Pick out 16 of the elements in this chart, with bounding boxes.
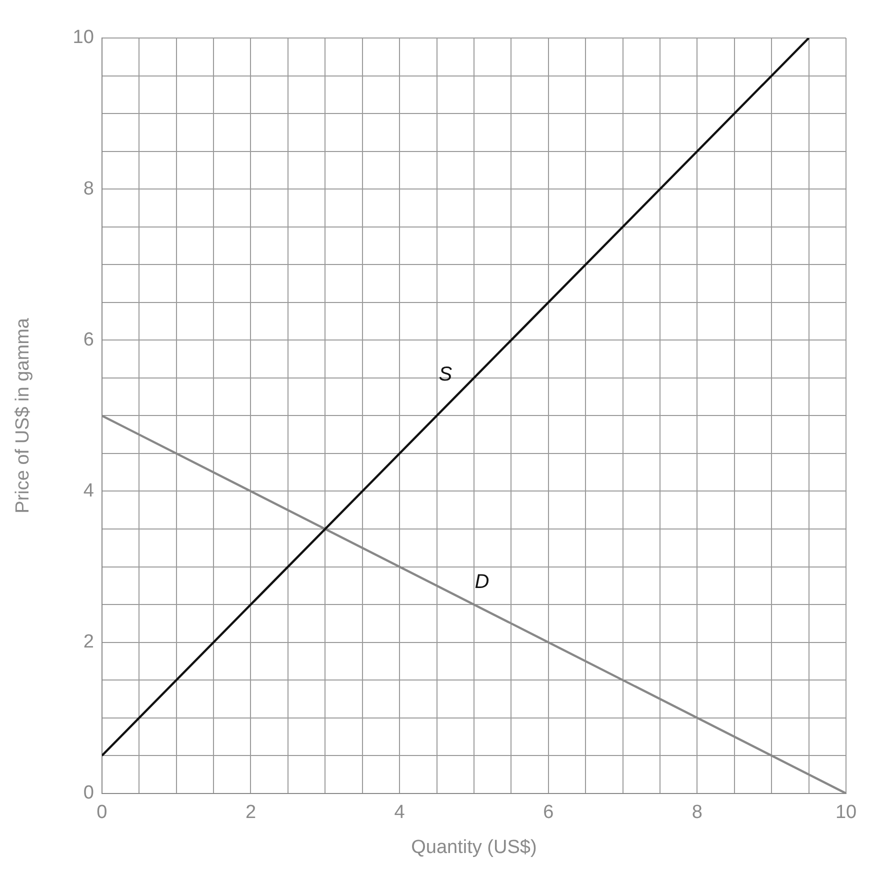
y-tick-label: 0 [83,782,94,804]
x-tick-label: 0 [96,802,108,824]
y-tick-label: 6 [83,329,94,350]
series-label: D [474,571,490,594]
x-tick-label: 8 [692,802,702,824]
x-tick-label: 10 [835,802,857,824]
y-tick-label: 8 [83,178,94,200]
x-tick-label: 4 [394,802,406,824]
y-tick-label: 2 [83,632,94,653]
y-tick-label: 4 [83,480,94,502]
x-tick-label: 2 [245,802,256,824]
series-label: S [438,363,453,386]
y-axis-title: Price of US$ in gamma [12,318,34,514]
x-axis-title: Quantity (US$) [411,836,537,858]
y-tick-label: 10 [72,27,94,48]
x-tick-label: 6 [543,802,554,824]
